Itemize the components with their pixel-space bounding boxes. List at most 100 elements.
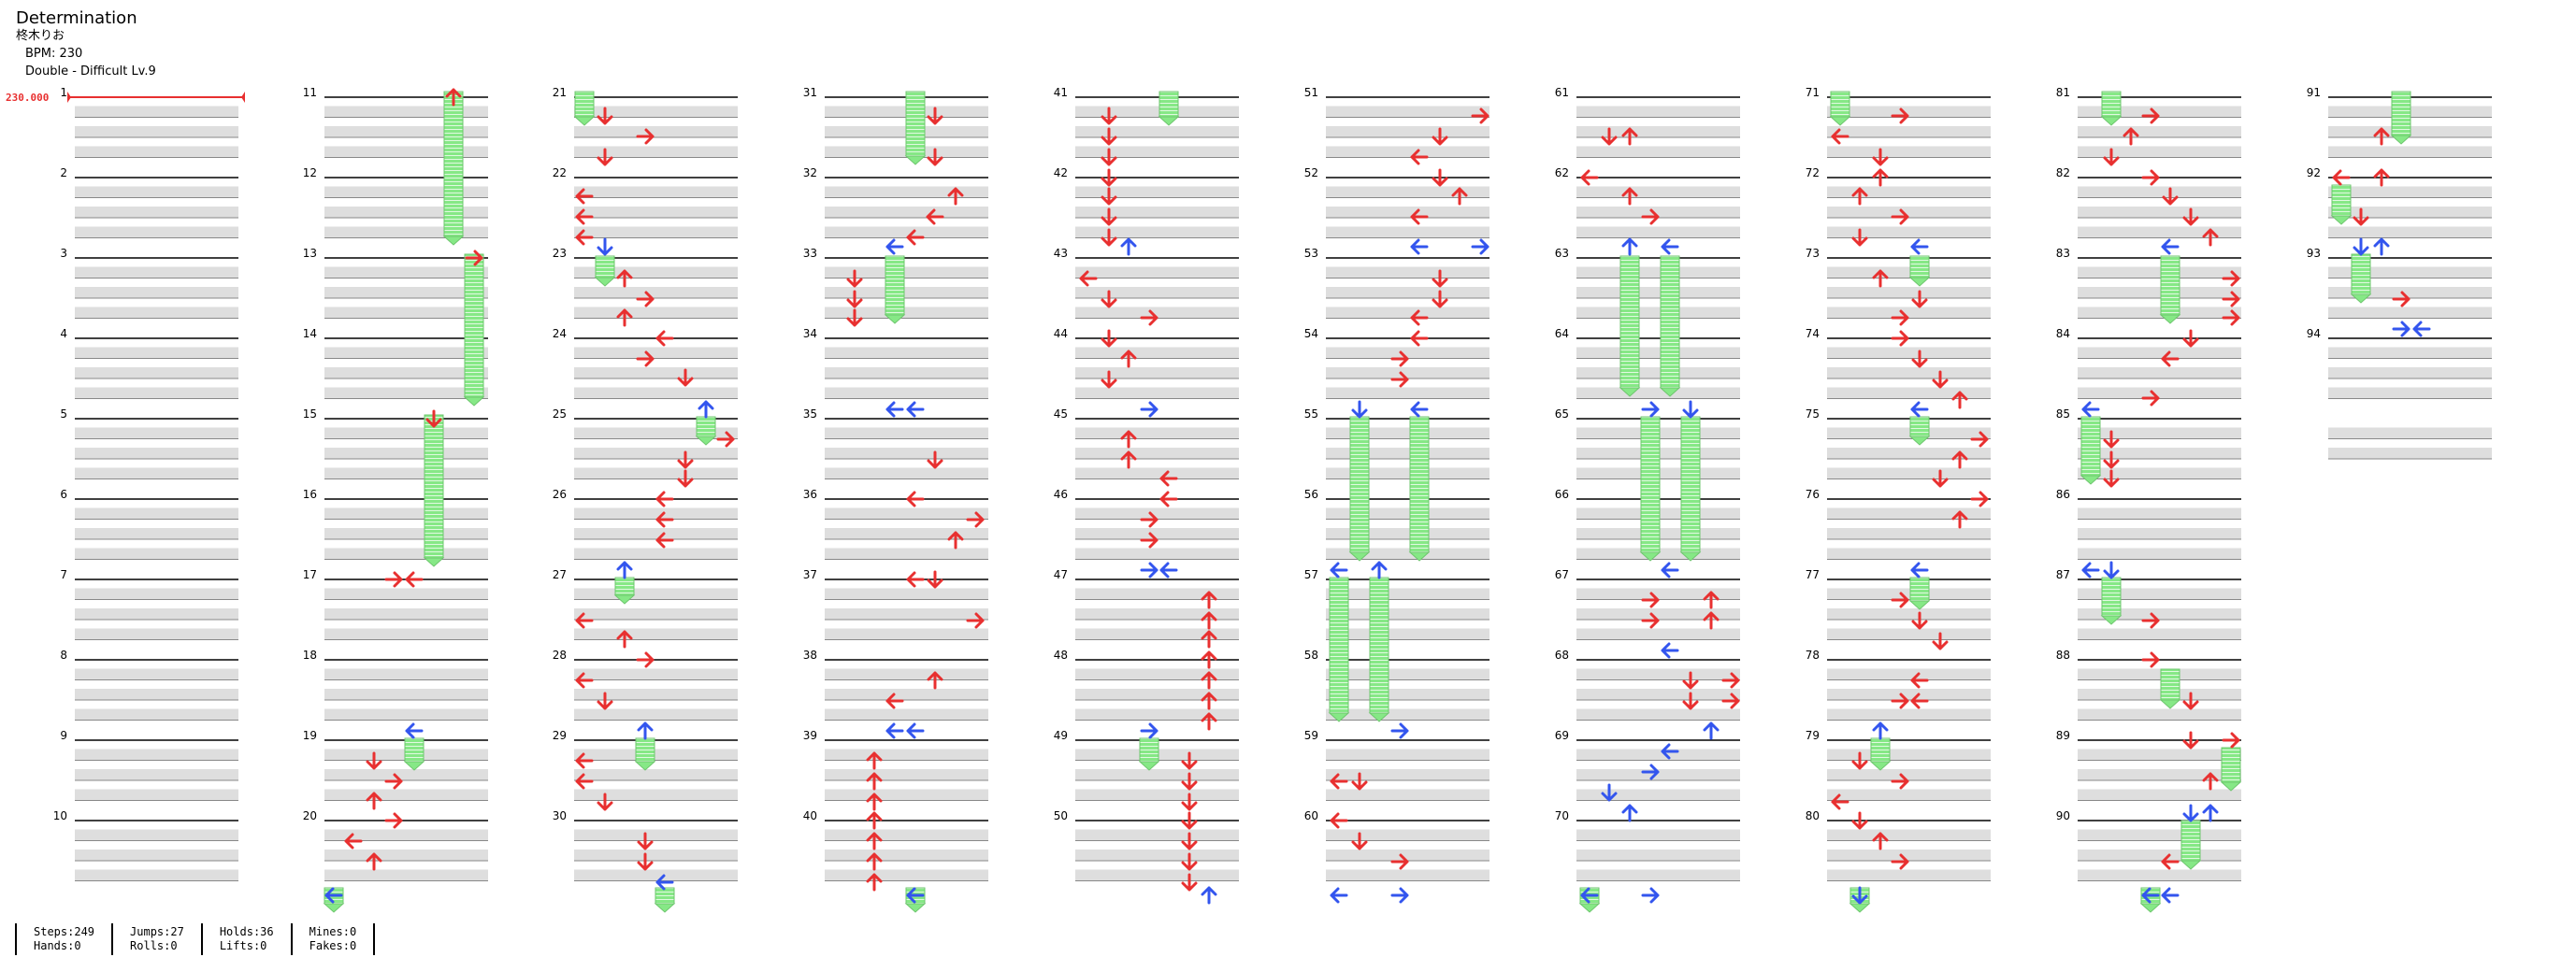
hold-end xyxy=(1639,551,1662,562)
beat-band xyxy=(1576,789,1740,801)
beat-band xyxy=(75,588,238,600)
beat-band xyxy=(1075,507,1239,520)
measure-number: 73 xyxy=(1806,247,1820,260)
step-arrow-accent xyxy=(1330,887,1348,904)
beat-band xyxy=(1326,186,1489,198)
measure-number: 35 xyxy=(803,407,817,421)
beat-band xyxy=(1576,226,1740,238)
beat-band xyxy=(324,126,488,137)
step-arrow xyxy=(866,751,883,770)
beat-band xyxy=(2328,448,2492,459)
measure-block xyxy=(1576,96,1740,158)
hold-note xyxy=(655,887,675,905)
step-arrow xyxy=(1891,853,1909,870)
beat-band xyxy=(1827,769,1991,780)
step-arrow-accent xyxy=(1703,721,1720,740)
beat-band xyxy=(1326,850,1489,861)
beat-band xyxy=(574,850,738,861)
step-arrow xyxy=(597,692,613,710)
beat-band xyxy=(1326,608,1489,620)
measure-number: 74 xyxy=(1806,327,1820,340)
measure-block xyxy=(75,418,238,479)
beat-band xyxy=(2078,186,2241,198)
bpm-marker-right-tick xyxy=(241,92,245,103)
beat-band xyxy=(1576,628,1740,640)
beat-band xyxy=(1326,126,1489,137)
measure-block xyxy=(324,498,488,560)
step-arrow xyxy=(1621,127,1638,146)
beat-band xyxy=(825,850,988,861)
measure-number: 31 xyxy=(803,86,817,99)
stat-rolls: Rolls:0 xyxy=(130,939,178,952)
step-arrow xyxy=(1432,269,1448,288)
beat-band xyxy=(1326,869,1489,881)
hold-note xyxy=(1409,416,1430,553)
beat-band xyxy=(2078,347,2241,359)
beat-band xyxy=(574,126,738,137)
hold-note xyxy=(635,737,655,763)
step-arrow xyxy=(1970,431,1989,448)
beat-band xyxy=(75,307,238,319)
hold-note xyxy=(614,577,635,596)
step-arrow-accent xyxy=(1910,238,1929,255)
step-arrow-accent xyxy=(2392,321,2411,337)
step-arrow xyxy=(1580,169,1599,186)
step-arrow xyxy=(1471,107,1489,124)
step-arrow xyxy=(1831,793,1849,810)
beat-band xyxy=(324,769,488,780)
measure-number: 16 xyxy=(303,488,317,501)
beat-band xyxy=(1827,307,1991,319)
hold-end xyxy=(2159,314,2181,324)
measure-block xyxy=(75,337,238,399)
beat-band xyxy=(2078,749,2241,761)
measure-block xyxy=(1827,659,1991,721)
step-arrow xyxy=(1101,207,1117,226)
measure-number: 50 xyxy=(1054,809,1068,822)
step-arrow xyxy=(1101,168,1117,187)
beat-band xyxy=(1576,126,1740,137)
step-arrow xyxy=(1891,592,1909,608)
hold-end xyxy=(1348,551,1371,562)
beat-band xyxy=(825,749,988,761)
beat-band xyxy=(75,628,238,640)
beat-band xyxy=(75,789,238,801)
beat-band xyxy=(1075,588,1239,600)
beat-band xyxy=(1576,106,1740,118)
beat-band xyxy=(1576,186,1740,198)
hold-note xyxy=(595,255,615,279)
measure-number: 53 xyxy=(1304,247,1318,260)
beat-band xyxy=(825,608,988,620)
beat-band xyxy=(324,106,488,118)
step-arrow xyxy=(927,107,943,125)
beat-band xyxy=(574,749,738,761)
step-arrow xyxy=(1891,773,1909,790)
hold-note xyxy=(1369,577,1389,714)
step-arrow xyxy=(1951,391,1968,409)
beat-band xyxy=(324,427,488,439)
step-arrow xyxy=(655,491,674,507)
measure-number: 32 xyxy=(803,166,817,179)
measure-block xyxy=(1075,337,1239,399)
step-arrow xyxy=(866,852,883,871)
step-arrow xyxy=(1101,370,1117,389)
step-arrow xyxy=(926,208,944,225)
step-arrow xyxy=(1101,148,1117,166)
stats-col-holds: Holds:36 Lifts:0 xyxy=(200,923,291,955)
measure-block xyxy=(2078,739,2241,801)
hold-note xyxy=(2101,577,2122,617)
hold-end xyxy=(634,761,656,771)
beat-band xyxy=(1576,608,1740,620)
step-arrow xyxy=(1831,128,1849,145)
beat-band xyxy=(574,869,738,881)
step-arrow-accent xyxy=(698,400,714,419)
step-arrow xyxy=(2161,350,2180,367)
beat-band xyxy=(1075,869,1239,881)
beat-band xyxy=(324,507,488,520)
hold-end xyxy=(1849,903,1871,913)
beat-band xyxy=(2078,829,2241,841)
step-arrow xyxy=(1641,612,1660,629)
measure-number: 28 xyxy=(553,649,567,662)
step-arrow xyxy=(1970,491,1989,507)
step-arrow xyxy=(1703,591,1720,609)
measure-number: 11 xyxy=(303,86,317,99)
